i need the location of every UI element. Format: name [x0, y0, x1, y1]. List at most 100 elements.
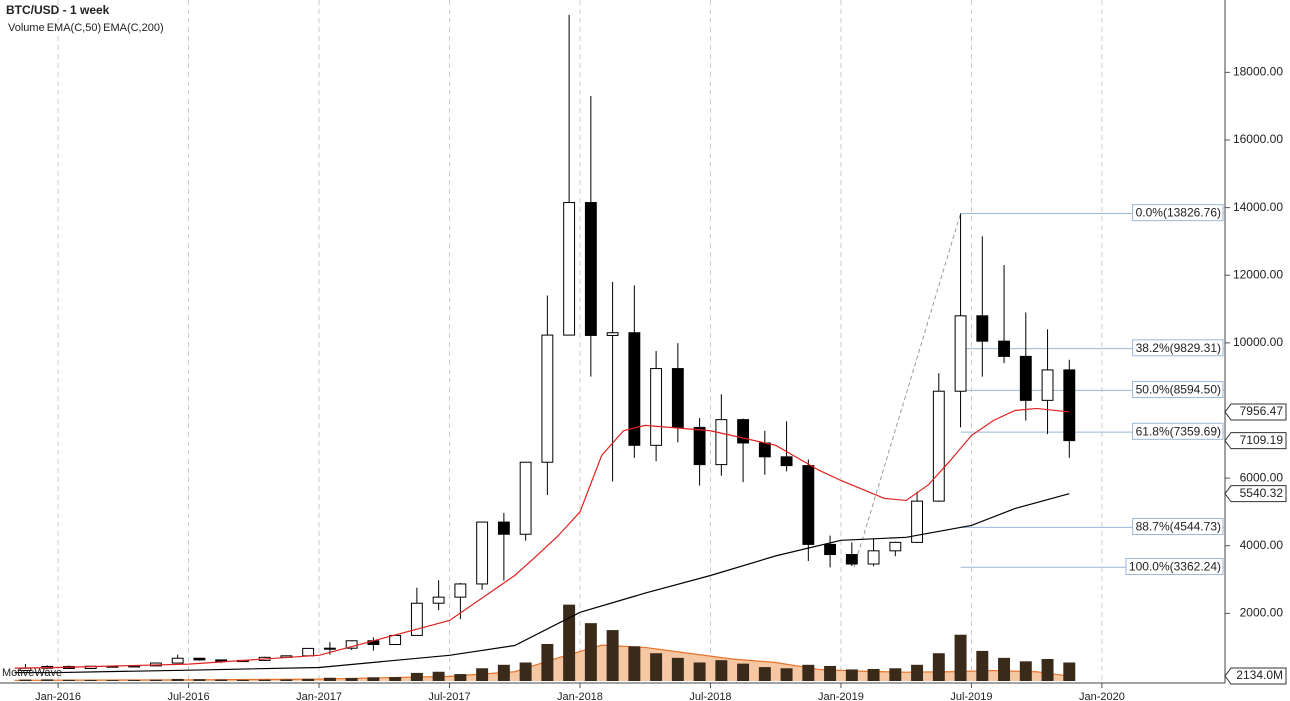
volume-bar: [497, 664, 510, 681]
fib-label-box: [1132, 339, 1224, 357]
candle-body: [410, 602, 423, 636]
price-badge-label: 7109.19: [1240, 433, 1284, 447]
volume-bar: [976, 650, 989, 681]
fib-label: 0.0%(13826.76): [1136, 206, 1221, 220]
volume-bar: [41, 679, 54, 681]
volume-bar: [106, 680, 119, 681]
volume-bar: [541, 643, 554, 681]
candle-body: [802, 465, 815, 545]
candle-body: [1019, 355, 1032, 401]
candle-body: [476, 521, 489, 585]
volume-bar: [606, 630, 619, 681]
volume-bar: [845, 669, 858, 681]
price-badge: [1224, 485, 1287, 503]
candle-body: [889, 541, 902, 552]
volume-bar: [824, 665, 837, 681]
candle-body: [911, 500, 924, 543]
price-badge-label: 5540.32: [1240, 486, 1284, 500]
volume-bar: [693, 662, 706, 681]
x-tick-label: Jul-2019: [950, 691, 992, 701]
candle-body: [541, 334, 554, 463]
volume-bar: [758, 667, 771, 681]
legend-entry: Volume: [8, 22, 45, 34]
volume-bar: [128, 680, 141, 681]
volume-bar: [1019, 661, 1032, 681]
fib-label-box: [1125, 557, 1224, 575]
candle-body: [954, 315, 967, 392]
candle-body: [1063, 369, 1076, 442]
candle-body: [606, 332, 619, 336]
y-tick-label: 14000.00: [1233, 200, 1283, 214]
fib-label-box: [1132, 204, 1224, 222]
x-tick-label: Jan-2020: [1079, 691, 1125, 701]
price-badge-label: 2134.0M: [1236, 668, 1283, 682]
x-tick-label: Jul-2016: [167, 691, 209, 701]
fib-label-box: [1132, 517, 1224, 535]
volume-bar: [1063, 662, 1076, 681]
ema-50-line: [14, 407, 1070, 669]
volume-bar: [410, 672, 423, 681]
ema-200-line: [14, 493, 1070, 674]
chart-title: BTC/USD - 1 week: [6, 3, 110, 17]
candle-body: [584, 202, 597, 336]
candle-body: [193, 657, 206, 661]
volume-bar: [19, 679, 32, 681]
volume-bar: [149, 679, 162, 681]
volume-bar: [236, 679, 249, 681]
candle-body: [323, 647, 336, 650]
candle-body: [563, 202, 576, 336]
fib-trend: [853, 213, 962, 568]
x-tick-label: Jan-2019: [818, 691, 864, 701]
candle-body: [432, 596, 445, 604]
volume-bar: [367, 677, 380, 681]
candle-body: [932, 390, 945, 502]
candle-body: [976, 315, 989, 342]
candle-body: [345, 640, 358, 649]
price-badge: [1224, 667, 1287, 685]
y-tick-label: 6000.00: [1240, 470, 1284, 484]
candle-body: [389, 634, 402, 645]
volume-bar: [802, 664, 815, 681]
volume-bar: [258, 679, 271, 681]
price-badge-label: 7956.47: [1240, 404, 1284, 418]
x-tick-label: Jul-2018: [689, 691, 731, 701]
candle-body: [171, 657, 184, 664]
price-badge: [1224, 432, 1287, 450]
candle-body: [302, 647, 315, 657]
candle-body: [824, 543, 837, 556]
y-tick-label: 12000.00: [1233, 267, 1283, 281]
candle-body: [737, 419, 750, 444]
x-tick-label: Jan-2017: [296, 691, 342, 701]
volume-bar: [998, 657, 1011, 681]
volume-bar: [628, 646, 641, 681]
volume-bar: [519, 662, 532, 681]
volume-bar: [563, 604, 576, 681]
volume-bar: [715, 660, 728, 681]
volume-bar: [215, 679, 228, 681]
volume-bar: [954, 634, 967, 681]
fib-label: 100.0%(3362.24): [1129, 559, 1221, 573]
volume-bar: [1041, 659, 1054, 681]
volume-bar: [84, 679, 97, 681]
y-tick-label: 2000.00: [1240, 606, 1284, 620]
candle-body: [780, 456, 793, 467]
volume-bar: [780, 668, 793, 681]
legend-entry: EMA(C,200): [103, 22, 164, 34]
x-tick-label: Jul-2017: [428, 691, 470, 701]
volume-bar: [389, 677, 402, 681]
fib-label-box: [1132, 422, 1224, 440]
candle-body: [671, 368, 684, 428]
volume-bar: [584, 623, 597, 681]
fib-label: 88.7%(4544.73): [1136, 519, 1221, 533]
candle-body: [650, 368, 663, 446]
x-tick-label: Jan-2018: [557, 691, 603, 701]
volume-bar: [323, 677, 336, 681]
candle-body: [454, 583, 467, 598]
watermark: MotiveWave: [2, 667, 62, 679]
y-tick-label: 16000.00: [1233, 132, 1283, 146]
candle-body: [845, 554, 858, 565]
price-badge: [1224, 403, 1287, 421]
fib-label-box: [1132, 381, 1224, 399]
candle-body: [519, 461, 532, 535]
